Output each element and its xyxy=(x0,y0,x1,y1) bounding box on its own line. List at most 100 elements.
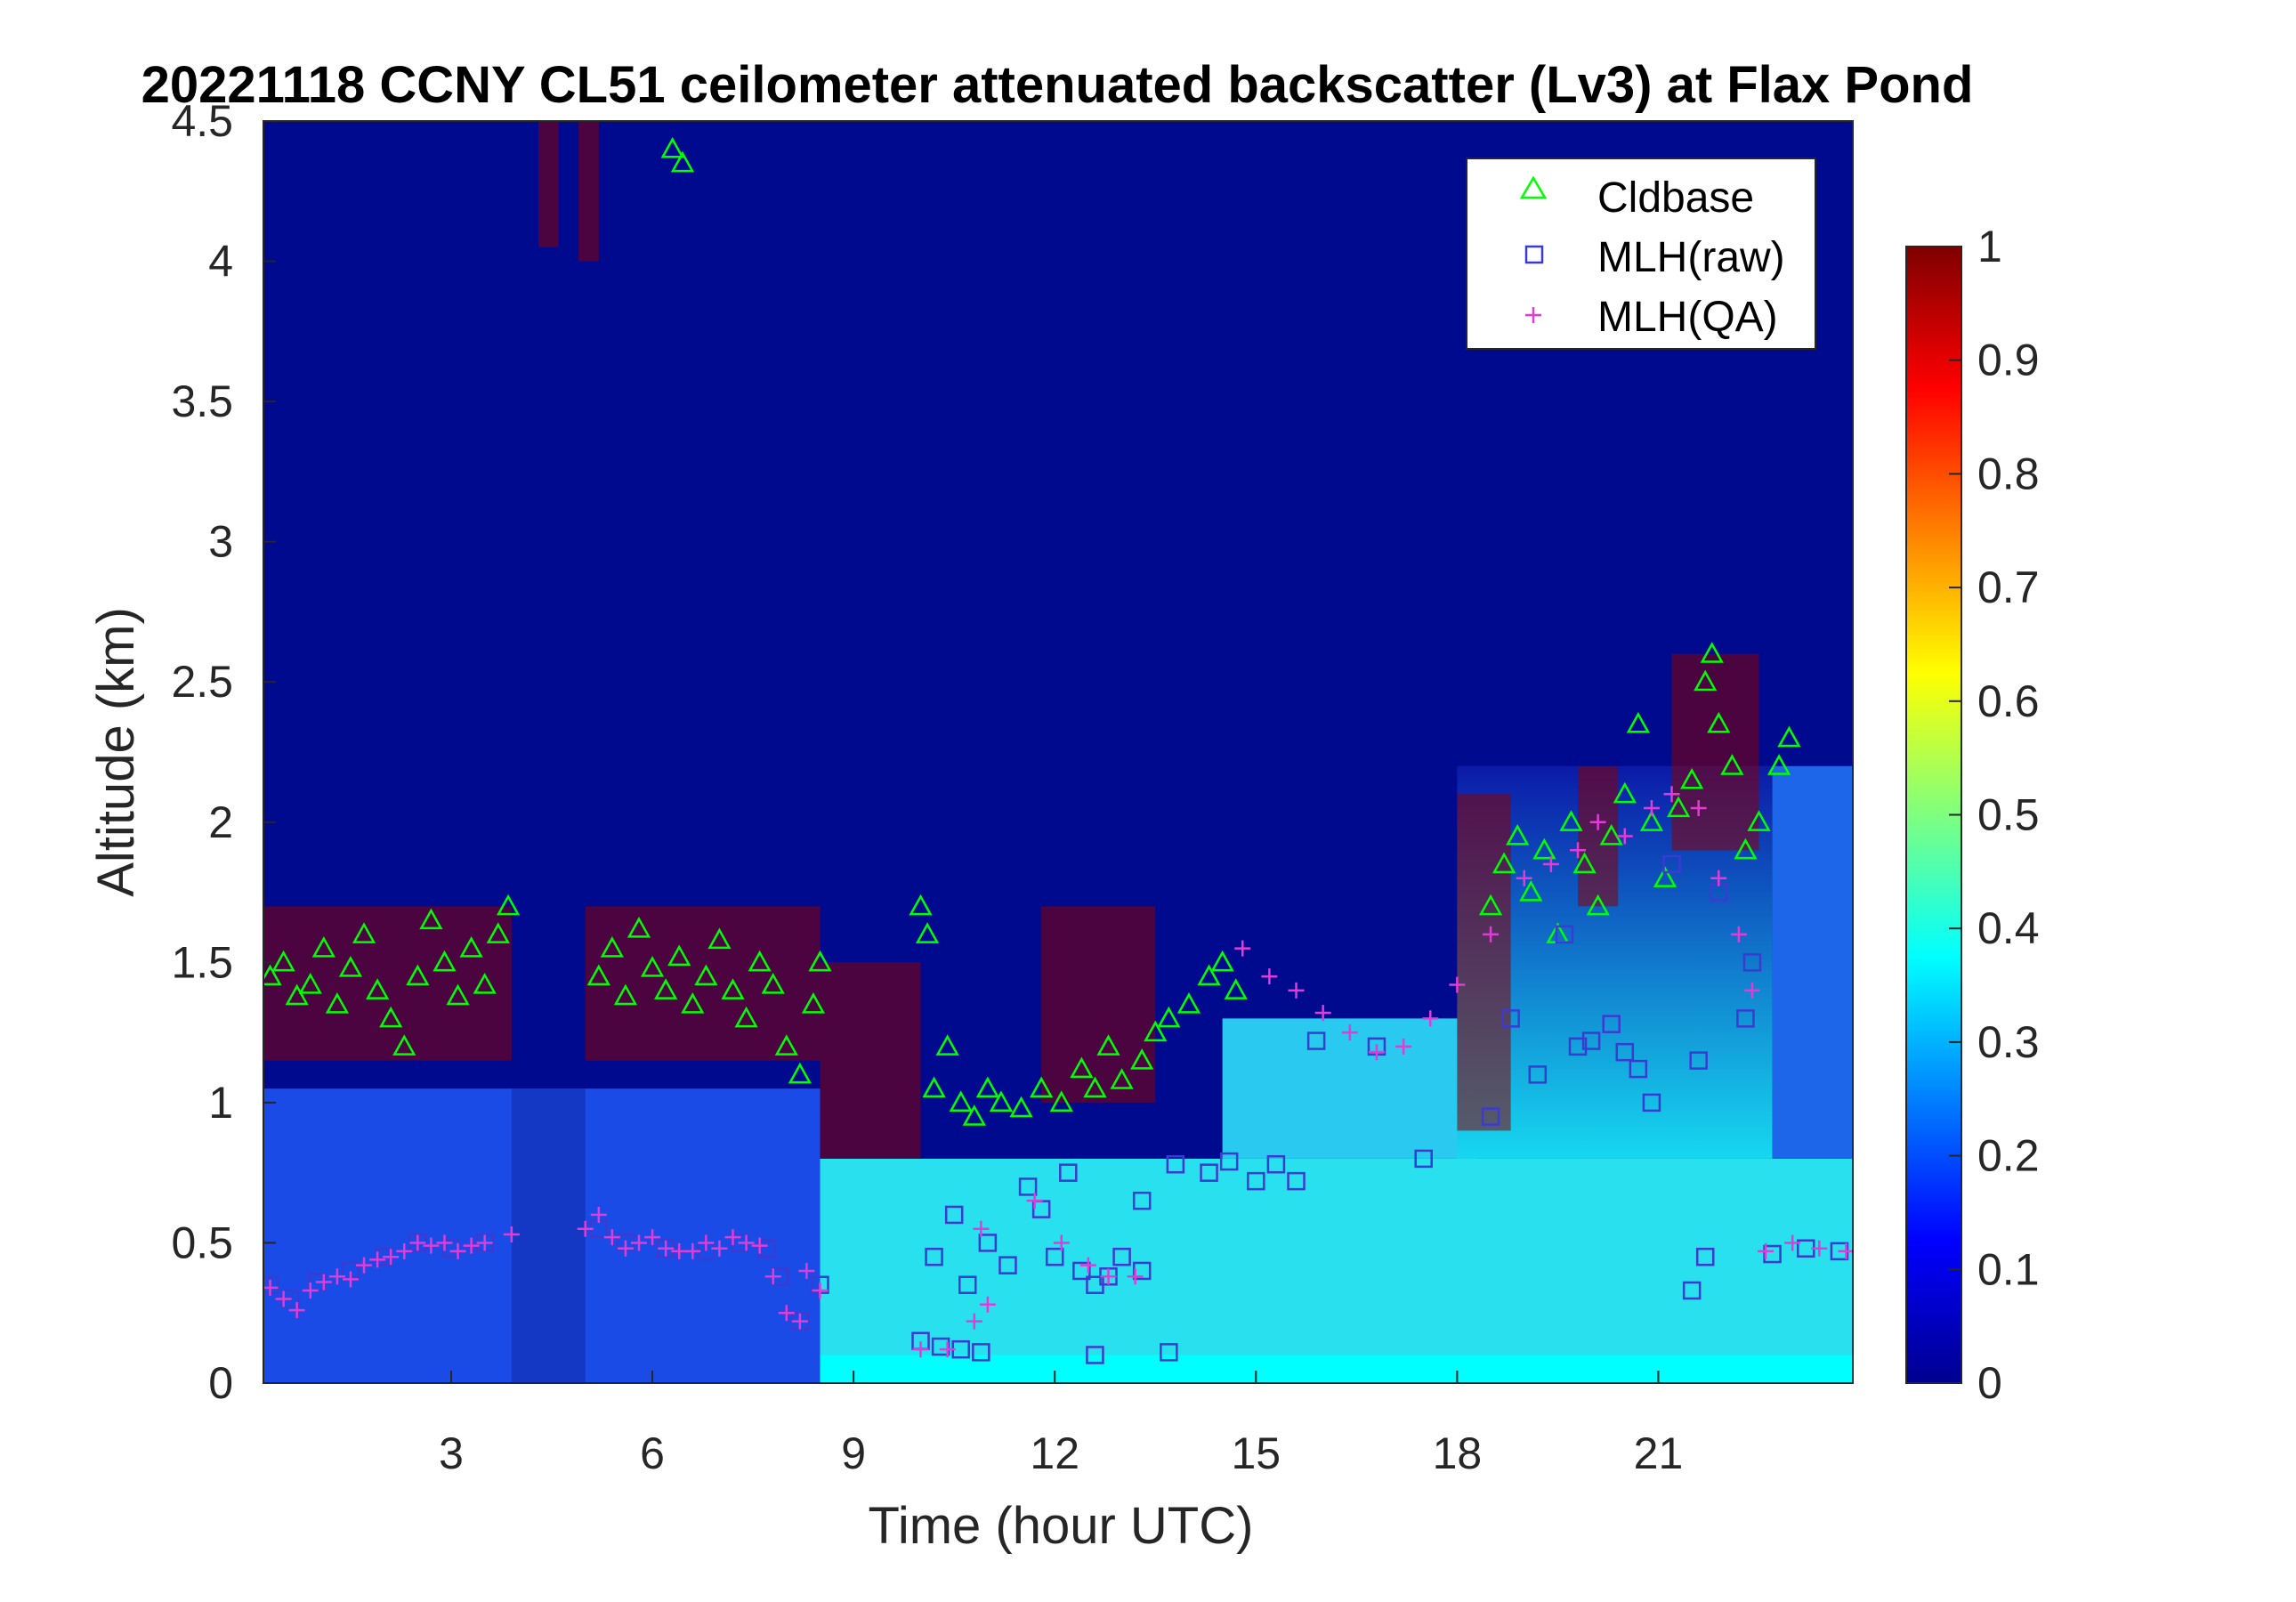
cldbase-point-54 xyxy=(1130,1048,1154,1070)
cldbase-point-71 xyxy=(1613,781,1637,804)
afternoon-layer xyxy=(1222,1018,1477,1159)
mlh-raw-point-52 xyxy=(1581,1032,1601,1050)
mlh-raw-point-34 xyxy=(1132,1261,1152,1281)
colorbar-tick-label-8: 0.8 xyxy=(1977,449,2040,498)
mlh-qa-point-67 xyxy=(1743,982,1760,999)
cldbase-point-64 xyxy=(1519,879,1543,902)
cldbase-point-4 xyxy=(311,936,336,958)
cldbase-point-24 xyxy=(654,978,678,999)
cldbase-point-63 xyxy=(1506,823,1530,846)
cldbase-point-62 xyxy=(1492,852,1516,874)
mlh-qa-point-12 xyxy=(423,1237,440,1254)
cldbase-point-42 xyxy=(935,1034,959,1056)
cloud-band-0 xyxy=(263,906,512,1061)
colorbar-tick-label-1: 0.1 xyxy=(1977,1244,2040,1294)
mlh-raw-point-40 xyxy=(1219,1152,1239,1171)
mlh-qa-point-59 xyxy=(1570,842,1587,859)
boundary-layer-day xyxy=(820,1158,1853,1383)
mlh-raw-point-51 xyxy=(1568,1037,1588,1056)
cldbase-point-57 xyxy=(1176,992,1201,1014)
y-axis-label: Altitude (km) xyxy=(87,607,145,897)
colorbar-tick-label-2: 0.2 xyxy=(1977,1131,2040,1181)
mlh-qa-point-66 xyxy=(1730,926,1747,943)
mlh-qa-point-45 xyxy=(1100,1268,1117,1285)
cldbase-point-10 xyxy=(392,1034,416,1056)
x-tick-label-3: 12 xyxy=(1030,1428,1079,1478)
cldbase-point-25 xyxy=(667,944,691,967)
mlh-qa-point-22 xyxy=(631,1234,648,1251)
cldbase-point-83 xyxy=(1766,754,1791,775)
cldbase-point-35 xyxy=(801,992,826,1014)
colorbar-tick-label-4: 0.4 xyxy=(1977,903,2040,953)
mlh-qa-point-64 xyxy=(1690,800,1707,817)
mlh-raw-point-23 xyxy=(958,1275,977,1294)
mlh-qa-point-39 xyxy=(966,1313,982,1330)
mlh-qa-point-15 xyxy=(463,1237,480,1254)
mlh-qa-point-11 xyxy=(409,1234,426,1251)
cldbase-point-9 xyxy=(379,1006,403,1028)
mlh-qa-point-27 xyxy=(698,1234,715,1251)
cloud-band-5 xyxy=(1578,765,1619,907)
cloud-band-6 xyxy=(1671,653,1759,851)
mlh-raw-point-25 xyxy=(998,1256,1017,1274)
cldbase-point-33 xyxy=(774,1034,798,1056)
y-tick-label-1: 0.5 xyxy=(171,1218,233,1267)
mlh-raw-point-18 xyxy=(931,1337,950,1356)
mlh-qa-point-0 xyxy=(263,1279,279,1296)
mlh-qa-point-13 xyxy=(436,1234,453,1251)
mlh-qa-point-33 xyxy=(778,1305,795,1322)
cldbase-point-17 xyxy=(486,922,510,943)
y-tick-label-4: 2 xyxy=(208,797,233,847)
cldbase-point-48 xyxy=(1030,1076,1054,1098)
mlh-qa-point-9 xyxy=(383,1249,400,1266)
mlh-qa-point-44 xyxy=(1079,1257,1096,1274)
mlh-qa-point-2 xyxy=(288,1302,305,1319)
mlh-qa-point-54 xyxy=(1422,1010,1439,1027)
mlh-qa-point-62 xyxy=(1643,800,1660,817)
mlh-raw-point-62 xyxy=(1682,1281,1702,1300)
markers-layer xyxy=(263,136,1853,1364)
mlh-raw-point-61 xyxy=(1742,953,1762,972)
mlh-qa-point-48 xyxy=(1261,968,1278,985)
cldbase-point-26 xyxy=(681,992,705,1014)
mlh-raw-point-30 xyxy=(1072,1261,1091,1281)
colorbar-tick-label-0: 0 xyxy=(1977,1358,2002,1408)
mlh-raw-point-41 xyxy=(1247,1171,1265,1191)
cldbase-point-56 xyxy=(1157,1006,1181,1028)
mlh-raw-point-22 xyxy=(944,1205,964,1225)
cldbase-point-38 xyxy=(670,150,695,173)
colorbar-tick-label-3: 0.3 xyxy=(1977,1017,2040,1067)
y-tick-label-6: 3 xyxy=(208,517,233,567)
cldbase-point-30 xyxy=(734,1006,758,1028)
mlh-raw-point-26 xyxy=(1018,1177,1038,1196)
cloud-band-4 xyxy=(1457,794,1511,1131)
mlh-qa-point-5 xyxy=(328,1268,345,1285)
cldbase-point-49 xyxy=(1049,1090,1073,1112)
cldbase-point-84 xyxy=(1777,725,1801,748)
mlh-qa-point-38 xyxy=(939,1341,956,1358)
mlh-qa-point-28 xyxy=(711,1240,728,1257)
mlh-qa-point-1 xyxy=(275,1290,292,1307)
cldbase-point-68 xyxy=(1572,852,1597,874)
cldbase-point-29 xyxy=(721,978,745,999)
cldbase-point-0 xyxy=(263,964,282,986)
cldbase-point-43 xyxy=(949,1090,973,1112)
cldbase-point-59 xyxy=(1210,950,1234,972)
legend-mlh-qa-label: MLH(QA) xyxy=(1597,294,1778,341)
mlh-qa-point-42 xyxy=(1026,1193,1043,1210)
cldbase-point-12 xyxy=(419,908,443,930)
mlh-qa-point-70 xyxy=(1811,1240,1828,1257)
cldbase-point-73 xyxy=(1639,810,1664,831)
mlh-raw-point-46 xyxy=(1414,1149,1433,1169)
mlh-raw-point-49 xyxy=(1528,1065,1548,1084)
mlh-qa-point-56 xyxy=(1483,926,1500,943)
mlh-qa-point-60 xyxy=(1589,813,1606,830)
cldbase-point-79 xyxy=(1707,711,1731,733)
mlh-qa-point-3 xyxy=(302,1282,319,1299)
mlh-qa-point-58 xyxy=(1542,856,1559,873)
cldbase-point-14 xyxy=(446,983,470,1006)
mlh-raw-point-55 xyxy=(1629,1059,1648,1079)
chart-title: 20221118 CCNY CL51 ceilometer attenuated… xyxy=(141,56,1974,114)
mlh-raw-point-48 xyxy=(1501,1009,1520,1028)
mlh-qa-point-49 xyxy=(1288,982,1305,999)
